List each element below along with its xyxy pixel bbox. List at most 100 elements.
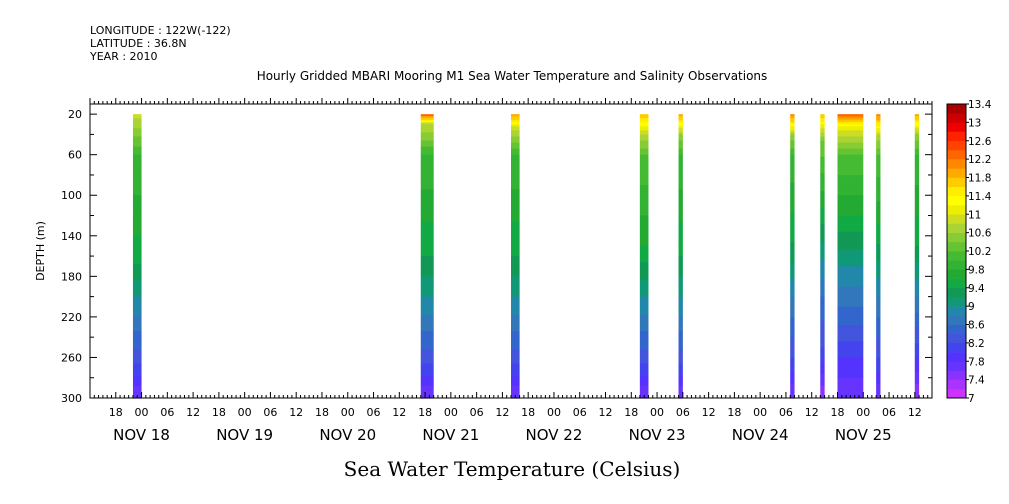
temperature-cell [790, 174, 795, 178]
temperature-cell [639, 207, 649, 211]
temperature-cell [876, 353, 881, 357]
temperature-cell [420, 229, 434, 233]
temperature-cell [790, 280, 795, 284]
x-hour-label: 12 [186, 406, 200, 419]
temperature-cell [837, 288, 864, 292]
temperature-cell [420, 296, 434, 300]
temperature-cell [820, 170, 825, 174]
temperature-cell [132, 162, 142, 166]
temperature-cell [837, 282, 864, 286]
temperature-cell [876, 325, 881, 328]
temperature-cell [420, 379, 434, 383]
temperature-cell [876, 191, 881, 194]
temperature-cell [914, 195, 920, 198]
observation-band [914, 114, 920, 399]
temperature-cell [420, 282, 434, 286]
temperature-cell [420, 172, 434, 176]
temperature-cell [132, 377, 142, 381]
y-tick-label: 220 [61, 311, 82, 324]
temperature-cell [132, 290, 142, 294]
temperature-cell [420, 122, 434, 125]
temperature-cell [837, 205, 864, 209]
colorbar-swatch [947, 186, 966, 197]
temperature-cell [820, 298, 825, 302]
temperature-cell [678, 294, 683, 298]
temperature-cell [876, 383, 881, 387]
temperature-cell [639, 357, 649, 361]
temperature-cell [837, 185, 864, 188]
temperature-cell [820, 120, 825, 123]
temperature-cell [876, 126, 881, 129]
temperature-cell [511, 118, 520, 121]
x-hour-label: 00 [341, 406, 355, 419]
temperature-cell [420, 298, 434, 302]
temperature-cell [790, 247, 795, 251]
temperature-cell [837, 122, 864, 125]
temperature-cell [132, 148, 142, 152]
temperature-cell [837, 124, 864, 127]
colorbar-swatch [947, 315, 966, 325]
temperature-cell [678, 351, 683, 354]
temperature-cell [511, 339, 520, 342]
temperature-cell [876, 114, 881, 117]
colorbar-tick-label: 11.8 [968, 173, 991, 185]
temperature-cell [511, 187, 520, 190]
temperature-cell [420, 395, 434, 399]
temperature-cell [837, 367, 864, 371]
temperature-cell [639, 367, 649, 371]
temperature-cell [511, 116, 520, 119]
temperature-cell [914, 203, 920, 206]
temperature-cell [820, 381, 825, 385]
temperature-cell [639, 280, 649, 284]
temperature-cell [678, 122, 683, 125]
temperature-cell [837, 258, 864, 261]
temperature-cell [420, 130, 434, 133]
temperature-cell [820, 187, 825, 190]
temperature-cell [420, 245, 434, 249]
temperature-cell [132, 215, 142, 219]
temperature-cell [820, 128, 825, 131]
temperature-cell [678, 166, 683, 170]
temperature-cell [914, 120, 920, 123]
temperature-cell [790, 371, 795, 375]
temperature-cell [914, 395, 920, 399]
temperature-cell [639, 144, 649, 148]
temperature-cell [837, 262, 864, 265]
temperature-cell [837, 369, 864, 373]
colorbar-swatch [947, 159, 966, 169]
x-hour-label: 00 [856, 406, 870, 419]
temperature-cell [678, 260, 683, 263]
temperature-cell [876, 367, 881, 371]
temperature-cell [511, 333, 520, 336]
temperature-cell [639, 302, 649, 306]
temperature-cell [837, 172, 864, 176]
temperature-cell [678, 272, 683, 275]
temperature-cell [420, 138, 434, 142]
temperature-cell [511, 235, 520, 239]
temperature-cell [914, 266, 920, 269]
temperature-cell [420, 152, 434, 156]
temperature-cell [876, 256, 881, 259]
temperature-cell [420, 256, 434, 259]
temperature-cell [132, 142, 142, 146]
colorbar-tick-label: 9.4 [968, 283, 985, 295]
temperature-cell [837, 176, 864, 180]
temperature-cell [914, 371, 920, 375]
temperature-cell [132, 298, 142, 302]
temperature-cell [420, 258, 434, 261]
temperature-cell [790, 225, 795, 229]
temperature-cell [914, 260, 920, 263]
temperature-cell [420, 231, 434, 235]
temperature-cell [132, 128, 142, 131]
temperature-cell [790, 179, 795, 182]
colorbar-swatch [947, 342, 966, 353]
y-tick-label: 60 [68, 149, 82, 162]
temperature-cell [790, 318, 795, 322]
temperature-cell [511, 286, 520, 290]
temperature-cell [820, 304, 825, 308]
colorbar-swatch [947, 324, 966, 334]
temperature-cell [678, 249, 683, 253]
temperature-cell [914, 176, 920, 180]
temperature-cell [876, 217, 881, 221]
temperature-cell [837, 150, 864, 154]
